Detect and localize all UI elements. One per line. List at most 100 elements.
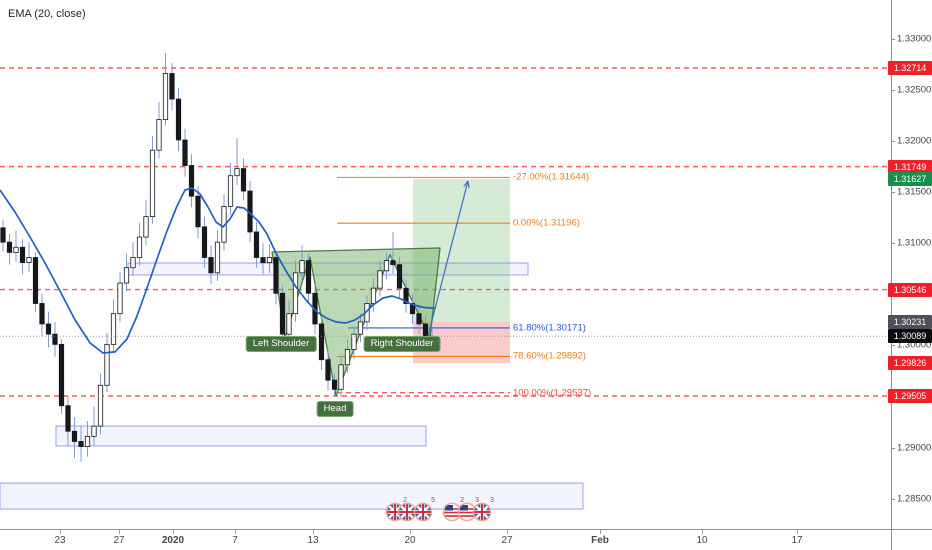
chart-canvas[interactable] [0, 0, 891, 529]
price-axis-tick: 1.33000 [897, 33, 932, 45]
candle [260, 257, 266, 264]
candle [156, 119, 162, 151]
pattern-label-right-shoulder[interactable]: Right Shoulder [363, 336, 441, 352]
candle [396, 264, 403, 289]
candle [286, 313, 292, 335]
event-count: 3 [490, 497, 494, 504]
candle [84, 435, 91, 447]
time-axis-tick-mark [600, 530, 601, 534]
candle [383, 260, 390, 272]
price-axis-tick-mark [891, 140, 895, 142]
candle [39, 303, 45, 325]
candle [279, 292, 286, 335]
candle [253, 231, 260, 258]
price-axis-tick-mark [891, 38, 895, 40]
candle [377, 270, 383, 289]
candle [331, 379, 338, 390]
candle [357, 321, 364, 335]
candle [52, 333, 58, 345]
candle [130, 257, 136, 269]
candle [19, 246, 26, 264]
time-axis-border [0, 529, 932, 530]
event-count: 5 [431, 497, 435, 504]
candle [370, 287, 377, 304]
candle [58, 343, 65, 407]
economic-event-us-icon[interactable]: 3 [457, 497, 479, 523]
pattern-label-head[interactable]: Head [316, 401, 354, 417]
candle [240, 168, 247, 192]
price-badge-take-profit: 1.31627 [888, 172, 932, 187]
candle [344, 349, 351, 366]
time-axis-label: 2020 [161, 535, 185, 546]
us-flag-icon [457, 502, 477, 522]
candle [97, 384, 104, 427]
candle [416, 313, 422, 325]
candle [175, 98, 182, 141]
projection-arrow[interactable] [427, 180, 469, 337]
price-axis-tick: 1.30000 [897, 339, 932, 351]
fib-level-label: 61.80%(1.30171) [513, 322, 586, 334]
price-axis-tick-mark [891, 498, 895, 500]
price-axis-tick-mark [891, 192, 895, 194]
candle [338, 364, 344, 390]
supply-demand-zone[interactable] [0, 482, 584, 510]
pattern-label-left-shoulder[interactable]: Left Shoulder [245, 336, 317, 352]
candle [409, 303, 416, 315]
indicator-label[interactable]: EMA (20, close) [8, 8, 86, 20]
time-axis-tick-mark [119, 530, 120, 534]
candle [169, 73, 175, 100]
candle [266, 257, 273, 264]
time-axis-label: 20 [404, 535, 416, 546]
event-count: 2 [460, 497, 464, 504]
price-axis-tick: 1.28500 [897, 493, 932, 505]
economic-event-gb-icon[interactable]: 5 [413, 497, 435, 523]
time-axis-label: 27 [113, 535, 125, 546]
time-axis-tick-mark [173, 530, 174, 534]
candle [91, 425, 97, 437]
time-axis-tick-mark [797, 530, 798, 534]
time-axis-label: Feb [591, 535, 609, 546]
candle [214, 241, 221, 274]
time-axis[interactable]: 23 27 2020 7 13 20 27 Feb 10 17 [0, 530, 891, 550]
candle [403, 287, 409, 304]
candle [201, 226, 208, 258]
candle [117, 282, 123, 315]
price-badge-line-alert: 1.31749 [888, 159, 932, 174]
candle [104, 343, 110, 386]
price-badge-line-alert: 1.30546 [888, 282, 932, 297]
projection-arrowhead [463, 180, 470, 189]
candle [188, 165, 195, 197]
price-badge-stop-loss: 1.29826 [888, 356, 932, 371]
time-axis-tick-mark [313, 530, 314, 534]
candle [273, 257, 279, 294]
supply-demand-zone[interactable] [55, 425, 427, 447]
event-count: 2 [403, 497, 407, 504]
ema-line[interactable] [0, 187, 436, 354]
price-axis-tick: 1.31500 [897, 186, 932, 198]
fib-level-label: -27.00%(1.31644) [513, 171, 590, 183]
price-axis-tick-mark [891, 243, 895, 245]
candle [351, 333, 357, 350]
time-axis-tick-mark [702, 530, 703, 534]
price-badge-line-alert: 1.29505 [888, 388, 932, 403]
candle [182, 139, 188, 166]
fib-level-label: 0.00%(1.31196) [513, 217, 580, 229]
price-axis-tick-mark [891, 447, 895, 449]
candle [143, 216, 149, 238]
fib-level-label: 100.00%(1.29537) [513, 387, 592, 399]
candle [234, 168, 240, 177]
candle [149, 149, 156, 218]
gb-flag-icon [413, 502, 433, 522]
candle [32, 257, 39, 304]
time-axis-tick-mark [410, 530, 411, 534]
time-axis-tick-mark [60, 530, 61, 534]
candle [110, 313, 117, 345]
time-axis-label: 13 [307, 535, 319, 546]
price-axis[interactable]: 1.33000 1.32500 1.32000 1.31500 1.31000 1.305… [888, 0, 932, 529]
economic-event-gb-icon[interactable]: 3 [472, 497, 494, 523]
candle [195, 195, 201, 228]
candle [0, 227, 6, 243]
fib-level-label: 78.60%(1.29892) [513, 350, 586, 362]
candle [208, 257, 214, 274]
price-axis-tick: 1.29000 [897, 442, 932, 454]
